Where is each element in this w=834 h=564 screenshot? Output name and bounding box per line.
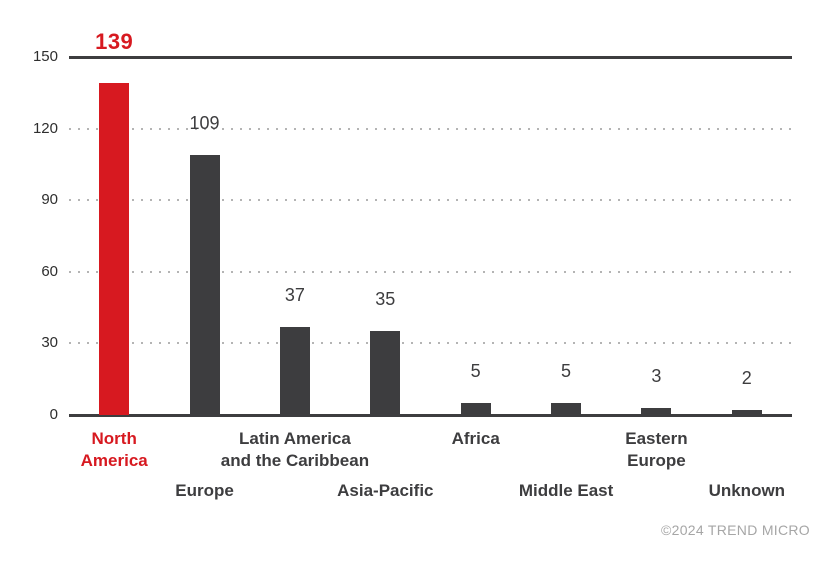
gridline-60 xyxy=(69,270,792,273)
bar-north-america xyxy=(99,83,130,415)
value-label-europe: 109 xyxy=(189,112,220,133)
category-label-eastern-europe: Eastern Europe xyxy=(625,429,688,470)
gridline-150 xyxy=(69,55,792,59)
value-label-middle-east: 5 xyxy=(561,361,572,382)
value-label-latin-america-and-the-caribbean: 37 xyxy=(284,284,305,305)
bar-latin-america-and-the-caribbean xyxy=(279,326,310,415)
category-label-north-america: North America xyxy=(80,429,148,470)
value-label-north-america: 139 xyxy=(95,29,134,54)
gridline-90 xyxy=(69,199,792,202)
category-label-asia-pacific: Asia-Pacific xyxy=(337,481,434,500)
y-tick-label-0: 0 xyxy=(49,406,58,423)
y-tick-label-90: 90 xyxy=(41,191,58,209)
value-label-africa: 5 xyxy=(470,361,481,382)
y-tick-label-120: 120 xyxy=(32,119,58,137)
category-label-latin-america-and-the-caribbean: Latin America and the Caribbean xyxy=(220,429,370,470)
y-tick-label-150: 150 xyxy=(32,48,58,65)
value-label-eastern-europe: 3 xyxy=(651,365,662,386)
copyright-text: ©2024 TREND MICRO xyxy=(661,522,810,538)
value-label-unknown: 2 xyxy=(741,368,752,389)
bar-europe xyxy=(189,154,220,415)
bar-eastern-europe xyxy=(641,407,672,415)
category-label-africa: Africa xyxy=(451,429,500,448)
gridline-0 xyxy=(69,413,792,417)
value-label-asia-pacific: 35 xyxy=(375,289,396,310)
category-label-europe: Europe xyxy=(175,481,234,500)
bar-asia-pacific xyxy=(370,331,401,415)
bar-africa xyxy=(460,403,491,415)
category-label-unknown: Unknown xyxy=(708,481,786,500)
category-label-middle-east: Middle East xyxy=(518,481,614,500)
gridline-30 xyxy=(69,342,792,345)
y-tick-label-30: 30 xyxy=(41,334,58,352)
y-tick-label-60: 60 xyxy=(41,262,58,280)
gridline-120 xyxy=(69,127,792,130)
bar-middle-east xyxy=(551,403,582,415)
bar-unknown xyxy=(731,410,762,415)
